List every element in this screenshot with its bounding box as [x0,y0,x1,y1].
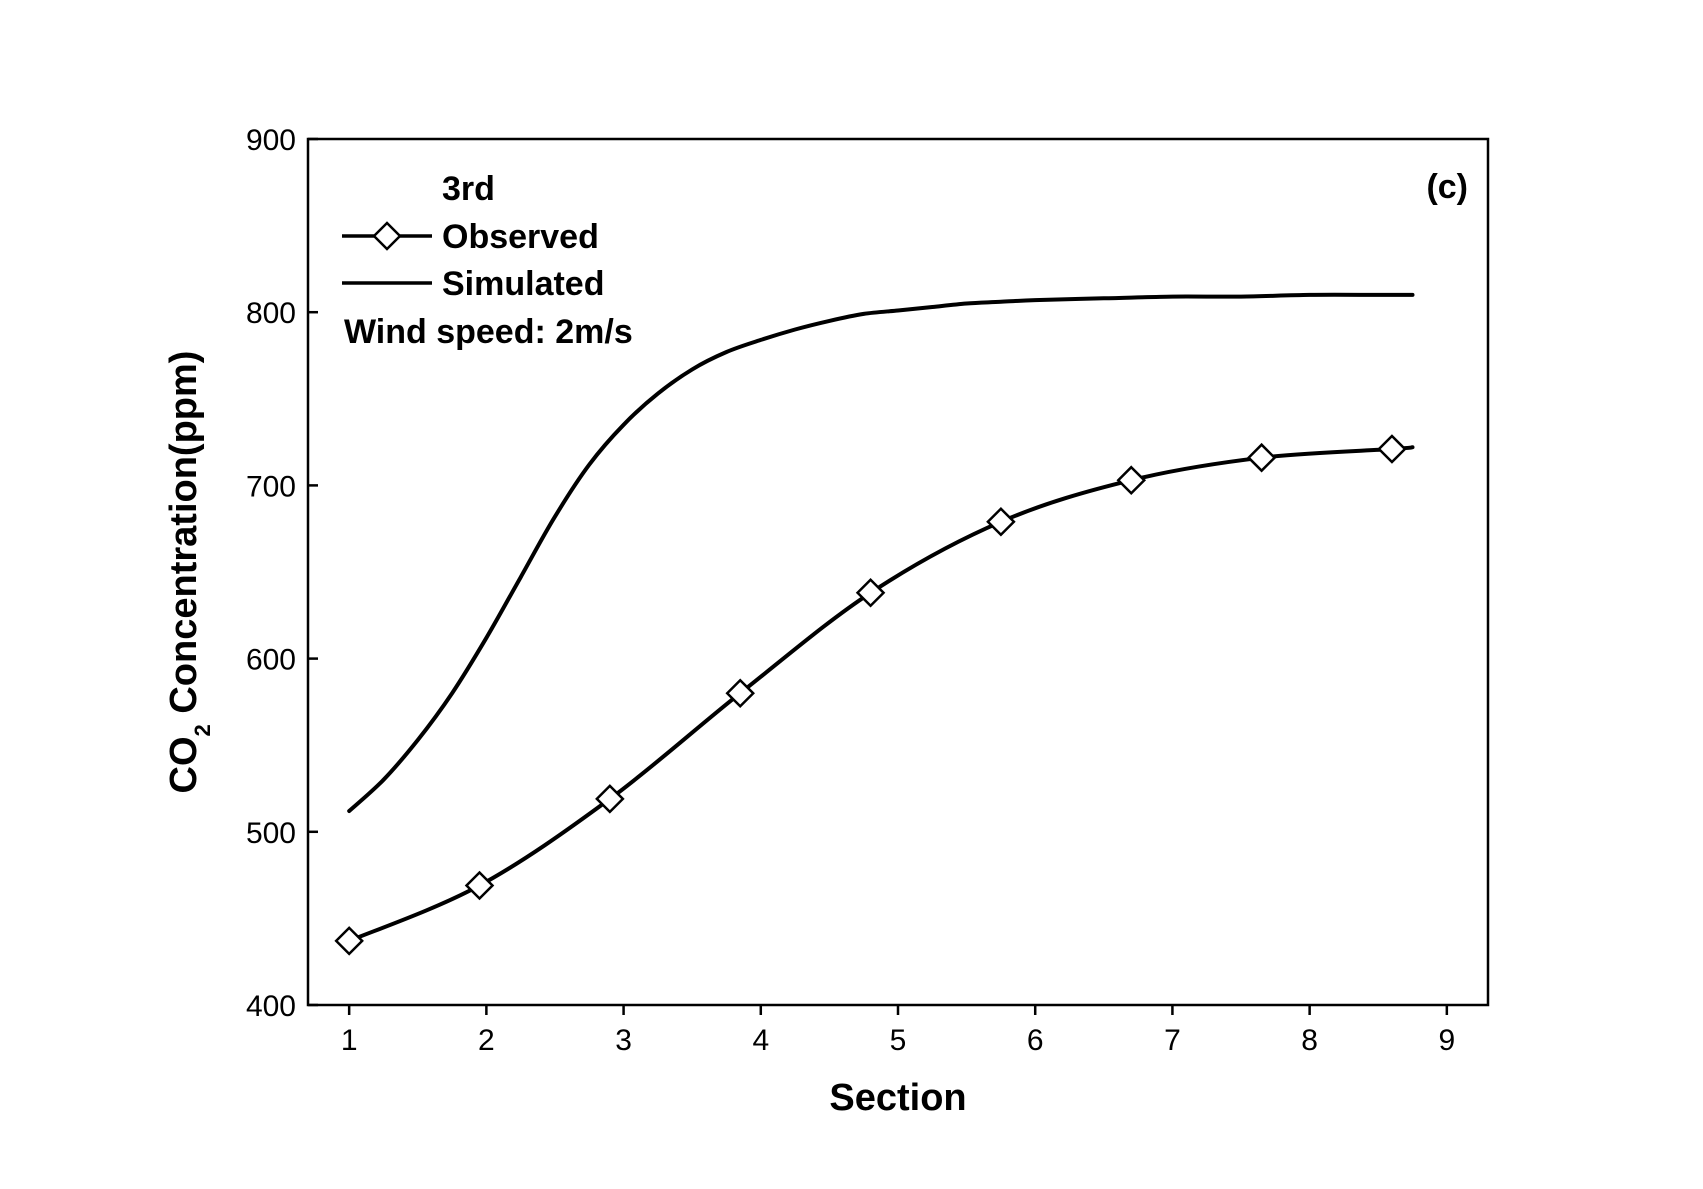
series-line-observed [347,445,1415,943]
legend-observed-marker [372,221,402,251]
data-point-observed [464,870,495,901]
x-tick-label: 7 [1164,1024,1181,1057]
data-point-observed [334,926,364,956]
y-tick-label: 800 [246,297,296,330]
x-tick-label: 2 [478,1024,495,1057]
y-tick-label: 500 [246,817,296,850]
legend: 3rd Observed Simulated Wind speed: 2m/s [342,170,633,351]
y-axis-title-prefix: CO [163,736,205,793]
data-point-observed [1377,434,1407,464]
y-axis-title: CO2 Concentration(ppm) [163,351,215,794]
y-axis-ticks: 400 500 600 700 800 900 [246,124,318,1023]
x-tick-label: 9 [1438,1024,1455,1057]
x-tick-label: 5 [890,1024,907,1057]
x-tick-label: 6 [1027,1024,1044,1057]
x-axis-ticks: 1 2 3 4 5 6 7 8 9 [341,1005,1455,1057]
y-tick-label: 900 [246,124,296,157]
y-axis-title-suffix: Concentration(ppm) [163,351,205,725]
data-point-observed [1116,465,1147,495]
data-point-observed [725,678,755,709]
x-tick-label: 8 [1301,1024,1318,1057]
data-point-observed [1246,442,1277,473]
data-point-observed [986,507,1016,537]
x-tick-label: 4 [752,1024,769,1057]
x-axis-title: Section [829,1077,966,1119]
data-point-observed [855,578,886,608]
series-line-simulated [347,292,1415,813]
x-tick-label: 3 [615,1024,632,1057]
series-layer [334,292,1415,956]
legend-header: 3rd [442,170,495,208]
y-axis-title-subscript: 2 [190,724,215,736]
x-tick-label: 1 [341,1024,358,1057]
y-tick-label: 400 [246,990,296,1023]
y-tick-label: 600 [246,644,296,677]
legend-note: Wind speed: 2m/s [344,313,633,351]
legend-observed-label: Observed [442,218,599,256]
legend-simulated-label: Simulated [442,265,604,303]
panel-label: (c) [1426,168,1468,206]
data-point-observed [595,784,625,814]
y-tick-label: 700 [246,470,296,503]
